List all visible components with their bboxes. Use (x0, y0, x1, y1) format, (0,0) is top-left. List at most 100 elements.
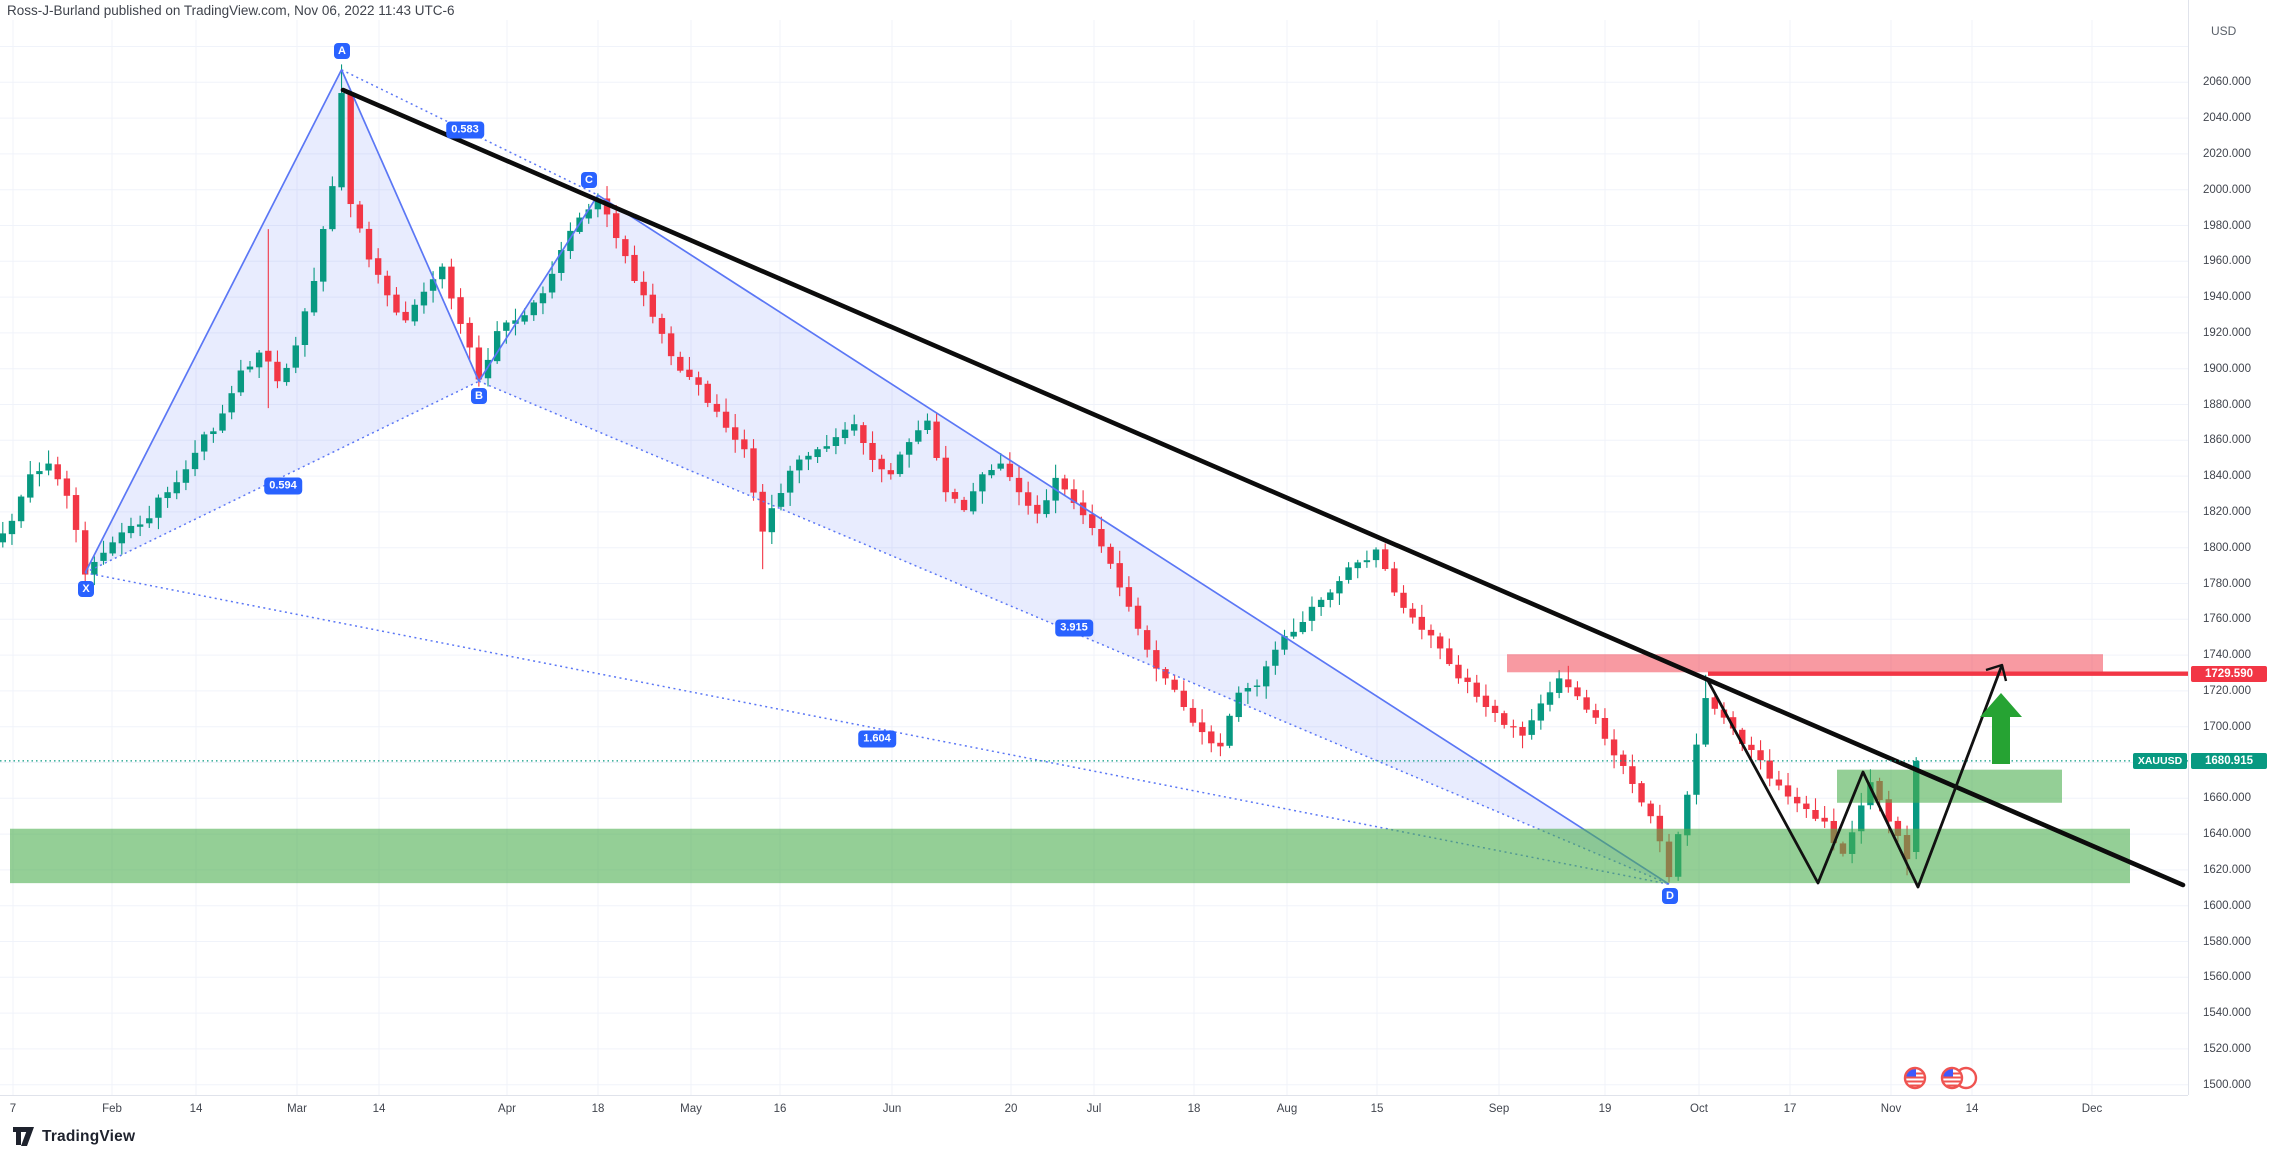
time-tick-label: Oct (1690, 1103, 1708, 1115)
time-axis[interactable]: 7 Feb 14 Mar 14 Apr 18 May 16 Jun 20 Jul 18 Aug 15 Sep 1… (0, 1095, 2188, 1129)
candle-body (1565, 679, 1572, 688)
price-tick-label: 1500.000 (2203, 1078, 2251, 1091)
price-tick-label: 2020.000 (2203, 147, 2251, 160)
candle-body (704, 383, 711, 403)
candle-body (210, 431, 217, 435)
candle-body (136, 524, 144, 527)
candle-body (1143, 630, 1151, 650)
candle-body (219, 413, 226, 431)
candle-body (649, 294, 657, 317)
candle-body (155, 497, 162, 518)
candle-body (1528, 720, 1535, 735)
candle-body (732, 427, 739, 440)
candle-body (237, 370, 245, 393)
candle-body (896, 454, 904, 475)
resistance-zone (1507, 654, 2103, 673)
candle-body (1153, 650, 1160, 669)
price-tick-label: 1720.000 (2203, 684, 2251, 697)
candle-body (1638, 783, 1645, 803)
candle-body (512, 320, 519, 324)
harmonic-fill-bcd (478, 195, 1670, 885)
tradingview-brand-text: TradingView (42, 1127, 136, 1145)
candle-body (1739, 729, 1746, 744)
candle-body (1510, 726, 1517, 728)
candle-body (594, 198, 602, 210)
candle-body (1537, 703, 1545, 721)
candle-body (274, 361, 281, 382)
candle-body (851, 424, 858, 431)
candle-body (1775, 779, 1783, 786)
candle-body (1061, 478, 1068, 490)
candle-body (548, 273, 556, 293)
candle-body (905, 442, 913, 455)
price-tick-label: 1800.000 (2203, 541, 2251, 554)
candle-body (439, 266, 446, 280)
time-tick-label: Dec (2081, 1103, 2103, 1115)
candle-body (1006, 463, 1014, 478)
candle-body (1079, 502, 1087, 516)
pattern-point-label-x: X (78, 581, 94, 597)
candle-body (402, 311, 409, 321)
price-tick-label: 2000.000 (2203, 183, 2251, 196)
candle-body (869, 442, 876, 460)
time-tick-label: 18 (591, 1103, 605, 1115)
candle-body (777, 493, 785, 507)
candle-body (979, 474, 986, 492)
candle-body (759, 491, 766, 532)
footer-brand[interactable]: TradingView (12, 1126, 135, 1147)
candle-body (1427, 629, 1435, 636)
candle-body (201, 434, 208, 452)
candle-body (1693, 744, 1700, 795)
candle-body (1089, 514, 1096, 529)
candle-body (567, 230, 574, 252)
candle-body (658, 318, 666, 334)
candle-body (1171, 679, 1178, 690)
pattern-point-label-a: A (334, 43, 350, 59)
support-zone-major (10, 828, 2130, 884)
candle-body (146, 518, 153, 524)
candle-body (329, 186, 336, 230)
candle-body (292, 345, 299, 368)
time-tick-label: 15 (1370, 1103, 1384, 1115)
candle-body (1198, 722, 1206, 733)
fib-ratio-label-0.594: 0.594 (264, 477, 302, 495)
candle-body (667, 333, 675, 357)
price-axis[interactable]: USD 2060.000 2040.000 2020.000 2000.000 1980… (2188, 0, 2273, 1095)
price-tick-label: 1940.000 (2203, 291, 2251, 304)
candle-body (631, 254, 638, 281)
candle-body (0, 533, 7, 543)
time-tick-label: 14 (189, 1103, 203, 1115)
candle-body (1317, 599, 1325, 608)
price-tick-label: 2060.000 (2203, 76, 2251, 89)
candle-body (448, 266, 455, 299)
candle-body (1501, 713, 1508, 725)
candle-body (942, 457, 949, 493)
symbol-price-tag: XAUUSD (2133, 752, 2187, 769)
pattern-point-label-b: B (471, 388, 487, 404)
candle-body (54, 464, 61, 480)
candle-body (164, 492, 171, 499)
harmonic-fill-xab (85, 69, 479, 573)
candle-body (960, 499, 968, 511)
candle-body (805, 455, 812, 460)
candle-body (1656, 815, 1664, 842)
candle-body (1015, 477, 1023, 493)
candle-body (347, 93, 354, 205)
candle-body (1034, 504, 1041, 514)
candle-body (915, 430, 922, 442)
candle-body (1491, 705, 1499, 713)
candle-body (741, 439, 748, 450)
candle-body (997, 463, 1004, 469)
time-tick-label: 20 (1004, 1103, 1018, 1115)
last-price-label: 1680.915 (2191, 752, 2267, 769)
chart-plot-area[interactable]: X A B C D 0.583 0.594 3.915 1.604 (0, 0, 2188, 1095)
candle-body (384, 275, 391, 296)
candle-body (1757, 750, 1764, 761)
candle-body (320, 229, 327, 282)
candle-body (72, 495, 80, 530)
resistance-price-label: 1729.590 (2191, 665, 2267, 682)
candle-body (1308, 606, 1316, 621)
candle-body (1912, 760, 1920, 852)
candle-body (814, 449, 821, 458)
candle-body (1793, 796, 1801, 804)
